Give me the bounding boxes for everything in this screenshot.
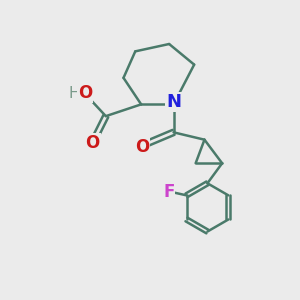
Text: F: F bbox=[163, 183, 175, 201]
Text: H: H bbox=[69, 86, 80, 101]
Text: O: O bbox=[135, 138, 149, 156]
Text: O: O bbox=[78, 84, 92, 102]
Text: O: O bbox=[85, 134, 100, 152]
Text: N: N bbox=[166, 93, 181, 111]
